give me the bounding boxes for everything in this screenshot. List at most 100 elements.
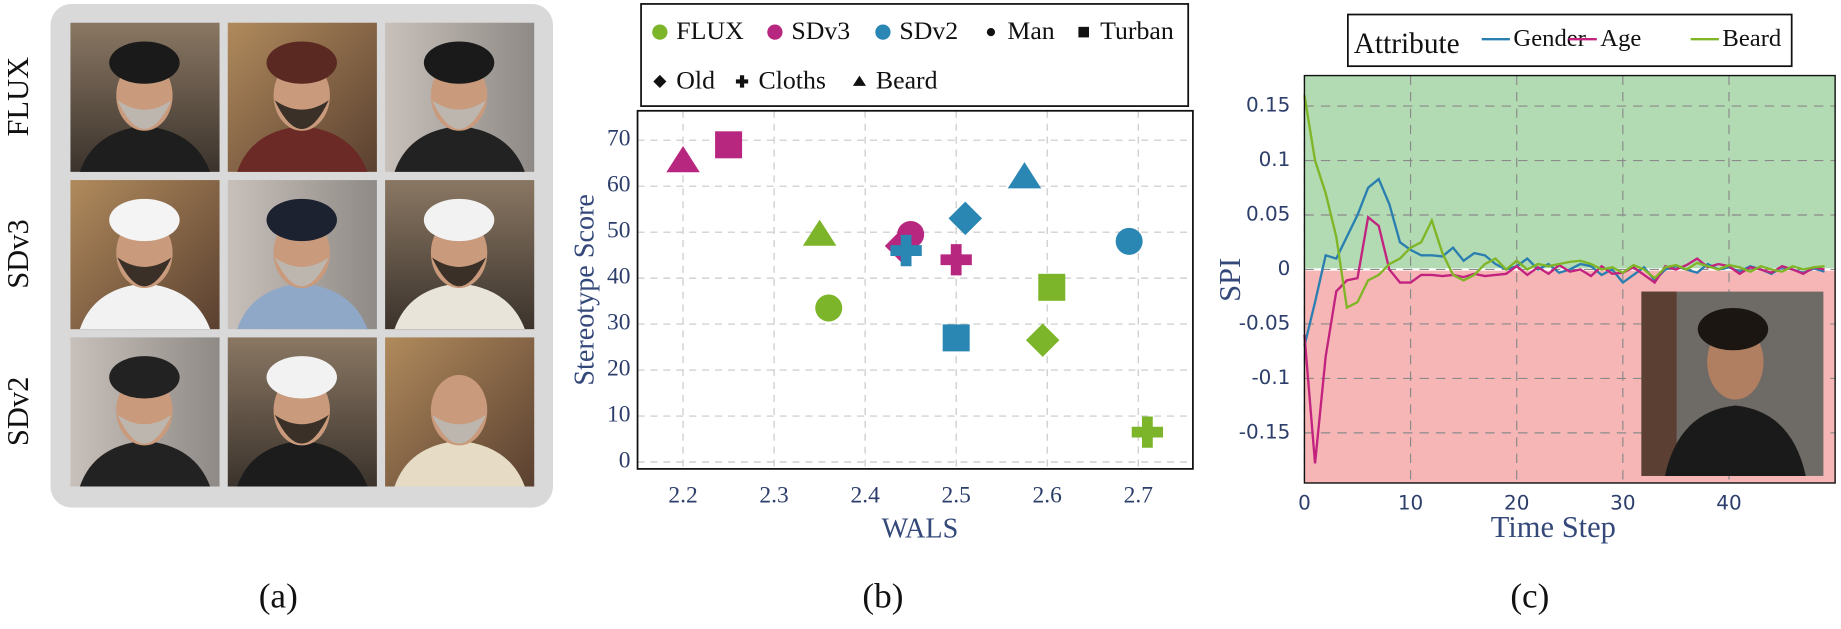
photo-beard	[432, 414, 487, 444]
legend-label: SDv3	[791, 16, 850, 45]
y-tick-label: 10	[607, 401, 630, 427]
legend-label: Age	[1600, 25, 1641, 52]
legend-swatch	[1078, 26, 1089, 38]
line	[1303, 94, 1825, 310]
inset-body	[1664, 405, 1806, 476]
photo-beard	[274, 257, 329, 287]
x-axis-label: WALS	[882, 514, 959, 545]
y-tick-label: -0.15	[1239, 419, 1291, 443]
line-panel: 0 10 20 30 40 -0.15 -0.1 -0.05 0 0.05 0.1 0.15 Time …	[1213, 13, 1836, 615]
line	[1303, 177, 1825, 347]
photo-beard	[117, 100, 172, 129]
y-tick-label: 0	[619, 447, 631, 473]
y-tick-label: -0.1	[1251, 365, 1290, 389]
x-tick-label: 30	[1610, 491, 1635, 515]
photo-body	[394, 126, 525, 172]
x-tick-label: 40	[1716, 491, 1741, 515]
x-tick-label: 2.2	[668, 482, 697, 508]
photo-body	[237, 126, 368, 172]
legend-label: Beard	[1722, 25, 1782, 52]
photo-beard	[274, 100, 329, 129]
point	[1007, 162, 1042, 189]
point	[1115, 227, 1143, 255]
photo-body	[394, 440, 525, 487]
plot-frame	[636, 109, 1194, 470]
point	[1038, 273, 1066, 301]
y-tick-label: -0.05	[1239, 310, 1291, 334]
photo-beard	[432, 100, 487, 129]
point	[1025, 323, 1060, 357]
point	[802, 219, 837, 246]
photo-beard	[274, 414, 329, 444]
photo-body	[79, 440, 211, 487]
photo-hat	[266, 198, 337, 242]
positive-region	[1304, 75, 1836, 270]
y-tick-label: 0.05	[1246, 202, 1290, 226]
x-axis-label: Time Step	[1491, 510, 1616, 544]
photo-hat	[423, 41, 495, 84]
legend-swatch	[852, 75, 866, 86]
photo-hat	[266, 41, 337, 84]
photo-body	[79, 126, 211, 172]
x-tick-label: 2.3	[759, 482, 788, 508]
photo-hat	[109, 41, 180, 84]
x-tick-label: 0	[1298, 491, 1311, 515]
photo-beard	[117, 257, 172, 287]
legend-label: FLUX	[676, 16, 744, 45]
inset-hair	[1697, 308, 1769, 351]
point	[666, 146, 700, 173]
y-tick-label: 30	[607, 309, 630, 335]
y-tick-label: 40	[607, 264, 630, 290]
x-tick-label: 20	[1504, 491, 1529, 515]
y-tick-label: 0.15	[1246, 93, 1290, 117]
legend-title: Attribute	[1354, 28, 1460, 60]
point	[940, 244, 972, 276]
y-tick-label: 20	[607, 355, 630, 381]
y-tick-label: 50	[607, 218, 630, 244]
point	[715, 131, 743, 159]
y-tick-label: 0	[1278, 256, 1291, 280]
x-tick-label: 10	[1398, 491, 1423, 515]
inset-shelf	[1641, 291, 1677, 476]
x-tick-label: 2.5	[942, 482, 971, 508]
x-tick-label: 2.7	[1124, 482, 1154, 508]
legend-label: Cloths	[758, 66, 825, 95]
legend-box	[640, 3, 1190, 107]
point	[948, 201, 983, 236]
y-tick-label: 70	[607, 126, 630, 152]
y-tick-label: 0.1	[1259, 147, 1291, 171]
caption: (c)	[1510, 576, 1549, 615]
point	[815, 294, 843, 322]
x-tick-label: 2.4	[850, 482, 880, 508]
plot-frame	[1303, 74, 1836, 484]
legend-label: Man	[1007, 16, 1054, 45]
photo-hat	[109, 356, 180, 399]
legend-swatch	[735, 75, 749, 88]
legend-label: Old	[676, 66, 715, 95]
legend-swatch	[986, 28, 996, 37]
photo-beard	[117, 414, 172, 444]
line	[1303, 214, 1825, 464]
legend-label: Beard	[876, 66, 938, 95]
y-axis-label: Stereotype Score	[570, 194, 601, 386]
caption: (b)	[862, 576, 903, 615]
legend-label: SDv2	[899, 16, 958, 45]
legend-swatch	[653, 74, 667, 88]
photo-beard	[432, 257, 487, 287]
photo-grid	[70, 22, 535, 487]
caption: (a)	[259, 576, 298, 615]
row-label: SDv3	[1, 219, 35, 289]
legend-swatch	[767, 24, 783, 40]
photo-hat	[109, 198, 180, 242]
photo-body	[237, 283, 368, 330]
row-label: FLUX	[1, 57, 35, 137]
photo-body	[394, 283, 525, 330]
photo-hat	[266, 356, 337, 399]
photo-body	[237, 440, 368, 487]
legend-swatch	[652, 24, 668, 40]
point	[942, 324, 970, 352]
scatter-panel: 2.2 2.3 2.4 2.5 2.6 2.7 0 10 20 30 40 50 60 70 WALS Ste…	[570, 16, 1193, 615]
y-tick-label: 60	[607, 172, 630, 198]
legend-swatch	[875, 24, 891, 40]
